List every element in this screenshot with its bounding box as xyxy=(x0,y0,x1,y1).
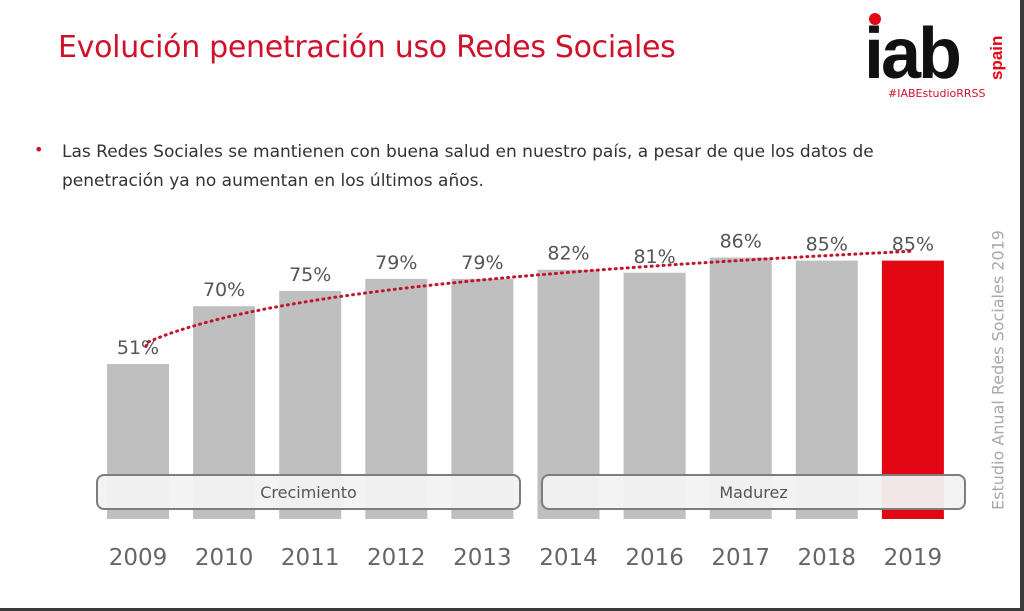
x-tick-2012: 2012 xyxy=(367,545,426,571)
iab-spain-logo: iab spain xyxy=(864,13,1006,88)
data-label-2011: 75% xyxy=(289,264,331,286)
data-label-2017: 86% xyxy=(720,231,762,253)
x-tick-2013: 2013 xyxy=(453,545,512,571)
window-border-bottom xyxy=(0,608,1024,611)
data-label-2014: 82% xyxy=(547,243,589,265)
x-tick-2009: 2009 xyxy=(109,545,168,571)
phase-maturity-box: Madurez xyxy=(541,474,966,510)
x-tick-2011: 2011 xyxy=(281,545,340,571)
body-text: Las Redes Sociales se mantienen con buen… xyxy=(62,142,874,191)
svg-text:spain: spain xyxy=(987,36,1006,80)
data-label-2013: 79% xyxy=(461,252,503,274)
phase-growth-box: Crecimiento xyxy=(96,474,521,510)
window-border-right xyxy=(1020,0,1024,611)
data-label-2012: 79% xyxy=(375,252,417,274)
page-title: Evolución penetración uso Redes Sociales xyxy=(58,30,676,65)
x-tick-2014: 2014 xyxy=(539,545,598,571)
x-tick-2010: 2010 xyxy=(195,545,254,571)
data-label-2019: 85% xyxy=(892,234,934,256)
x-tick-2018: 2018 xyxy=(798,545,857,571)
data-label-2018: 85% xyxy=(806,234,848,256)
side-label: Estudio Anual Redes Sociales 2019 xyxy=(988,230,1008,510)
x-tick-2019: 2019 xyxy=(884,545,943,571)
bullet-icon: • xyxy=(34,140,44,159)
phase-growth-label: Crecimiento xyxy=(260,482,357,502)
data-label-2016: 81% xyxy=(633,246,675,268)
trendline xyxy=(144,249,915,348)
phase-maturity-label: Madurez xyxy=(719,482,788,502)
svg-text:iab: iab xyxy=(864,14,960,88)
x-tick-2017: 2017 xyxy=(711,545,770,571)
x-tick-2016: 2016 xyxy=(625,545,684,571)
data-label-2010: 70% xyxy=(203,279,245,301)
hashtag: #IABEstudioRRSS xyxy=(888,87,986,100)
